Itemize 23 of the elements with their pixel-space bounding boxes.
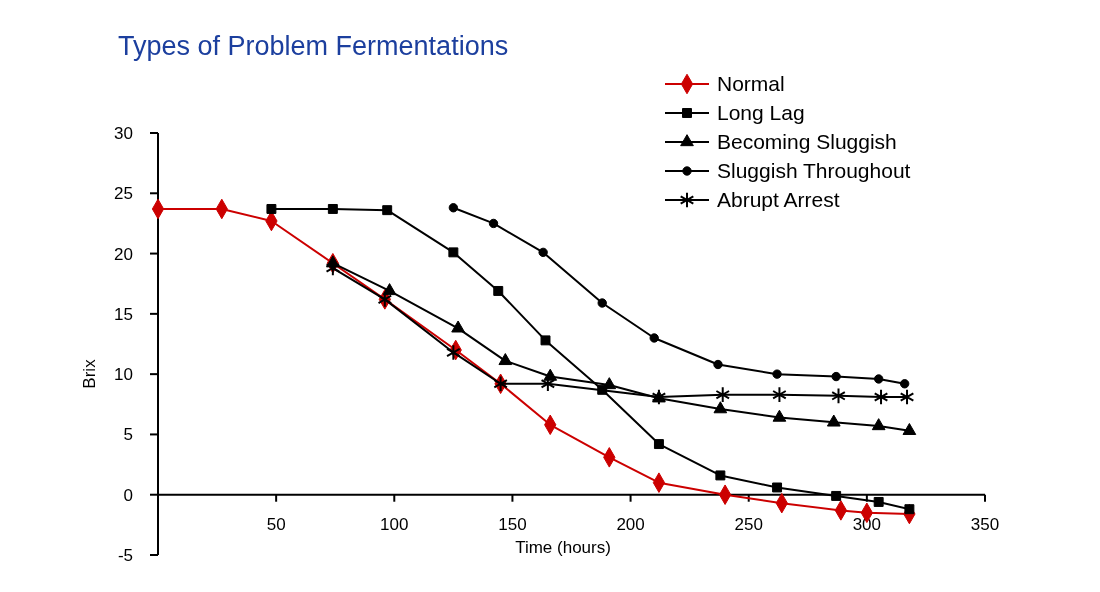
x-axis-title: Time (hours): [515, 538, 611, 557]
legend-label: Normal: [717, 72, 785, 96]
x-tick-label: 50: [266, 514, 286, 534]
legend-label: Abrupt Arrest: [717, 188, 840, 212]
y-tick-label: 30: [114, 123, 133, 143]
chart-title: Types of Problem Fermentations: [118, 31, 509, 61]
y-tick-label: 10: [114, 365, 133, 385]
y-axis-title: Brix: [80, 358, 99, 389]
x-tick-label: 200: [616, 514, 645, 534]
y-tick-label: -5: [117, 545, 133, 565]
y-tick-label: 25: [114, 184, 133, 204]
y-tick-label: 0: [123, 485, 133, 505]
legend-label: Sluggish Throughout: [717, 159, 911, 183]
y-tick-label: 5: [123, 425, 133, 445]
x-tick-label: 250: [734, 514, 763, 534]
y-tick-label: 15: [114, 304, 133, 324]
x-tick-label: 350: [970, 514, 1000, 534]
y-tick-label: 20: [114, 244, 133, 264]
legend-label: Becoming Sluggish: [717, 130, 897, 154]
legend-label: Long Lag: [717, 101, 805, 125]
x-tick-label: 300: [852, 514, 882, 534]
x-tick-label: 100: [380, 514, 409, 534]
x-tick-label: 150: [498, 514, 527, 534]
